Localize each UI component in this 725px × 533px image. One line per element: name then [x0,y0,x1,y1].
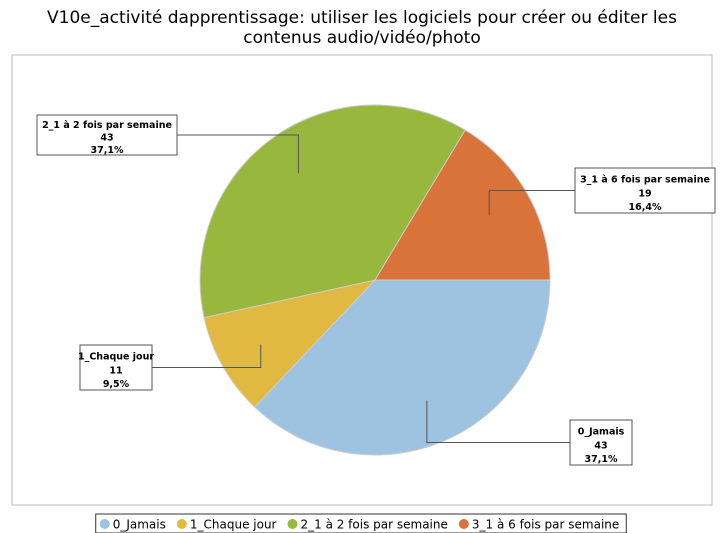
pie-slice [199,104,466,319]
slice-value: 19 [638,188,651,199]
slice-value: 43 [594,440,607,451]
pie-slice [374,129,551,281]
leader-line [177,134,299,174]
slice-percent: 37,1% [91,145,124,156]
leader-line [488,190,575,216]
legend-label: 2_1 à 2 fois par semaine [300,518,447,532]
slice-percent: 16,4% [629,202,662,213]
chart-title: V10e_activité dapprentissage: utiliser l… [47,8,677,28]
legend-marker [287,519,298,529]
legend-label: 1_Chaque jour [190,518,277,532]
leader-line [152,344,262,368]
label-box [79,344,153,391]
pie-slice [203,279,377,408]
slice-percent: 9,5% [103,379,130,390]
slice-label: 3_1 à 6 fois par semaine [580,174,710,185]
legend-frame [95,513,627,533]
leader-line [426,400,570,443]
legend-marker [458,519,469,529]
label-box [36,114,178,156]
legend-label: 0_Jamais [113,518,166,532]
slice-label: 0_Jamais [578,426,625,437]
label-box [574,167,716,214]
slice-value: 43 [100,132,113,143]
legend-marker [99,519,110,529]
legend-marker [176,519,187,529]
slice-label: 2_1 à 2 fois par semaine [42,120,172,131]
pie-slice [253,279,551,456]
chart-title: contenus audio/vidéo/photo [243,28,481,48]
legend-label: 3_1 à 6 fois par semaine [472,518,619,532]
slice-value: 11 [109,365,122,376]
slice-label: 1_Chaque jour [78,351,154,362]
slice-percent: 37,1% [585,454,618,465]
label-box [569,419,633,466]
